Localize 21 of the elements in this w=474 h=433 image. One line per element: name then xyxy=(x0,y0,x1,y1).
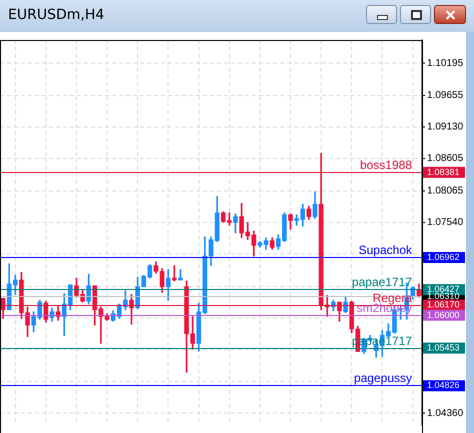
ref-line-label: Supachok xyxy=(358,242,413,257)
text: 1.06962 xyxy=(427,252,460,262)
y-tick-label: 1.04360 xyxy=(427,408,464,419)
text: 1.08381 xyxy=(427,166,460,177)
y-tick-label: 1.09130 xyxy=(427,122,464,133)
text: 1.04826 xyxy=(427,380,460,390)
text: 1.06170 xyxy=(427,300,460,310)
candlestick xyxy=(178,269,183,280)
text: 1.05453 xyxy=(427,342,460,353)
text: 1.06310 xyxy=(427,291,460,302)
ref-line-label: pagepussy xyxy=(354,370,412,385)
y-tick-label: 1.08065 xyxy=(427,186,464,197)
y-tick-label: 1.09655 xyxy=(427,90,464,102)
ref-line-label: boss1988 xyxy=(360,158,412,172)
text: 1.06000 xyxy=(427,310,460,320)
chart-title: EURUSDm,H4 xyxy=(8,7,104,23)
y-tick-label: 1.10195 xyxy=(427,58,464,69)
y-tick-label: 1.08605 xyxy=(427,153,464,164)
y-tick-label: 1.07540 xyxy=(427,217,464,228)
ref-line-label: Regera xyxy=(372,290,412,305)
ref-line-label: papae1717 xyxy=(352,274,412,289)
